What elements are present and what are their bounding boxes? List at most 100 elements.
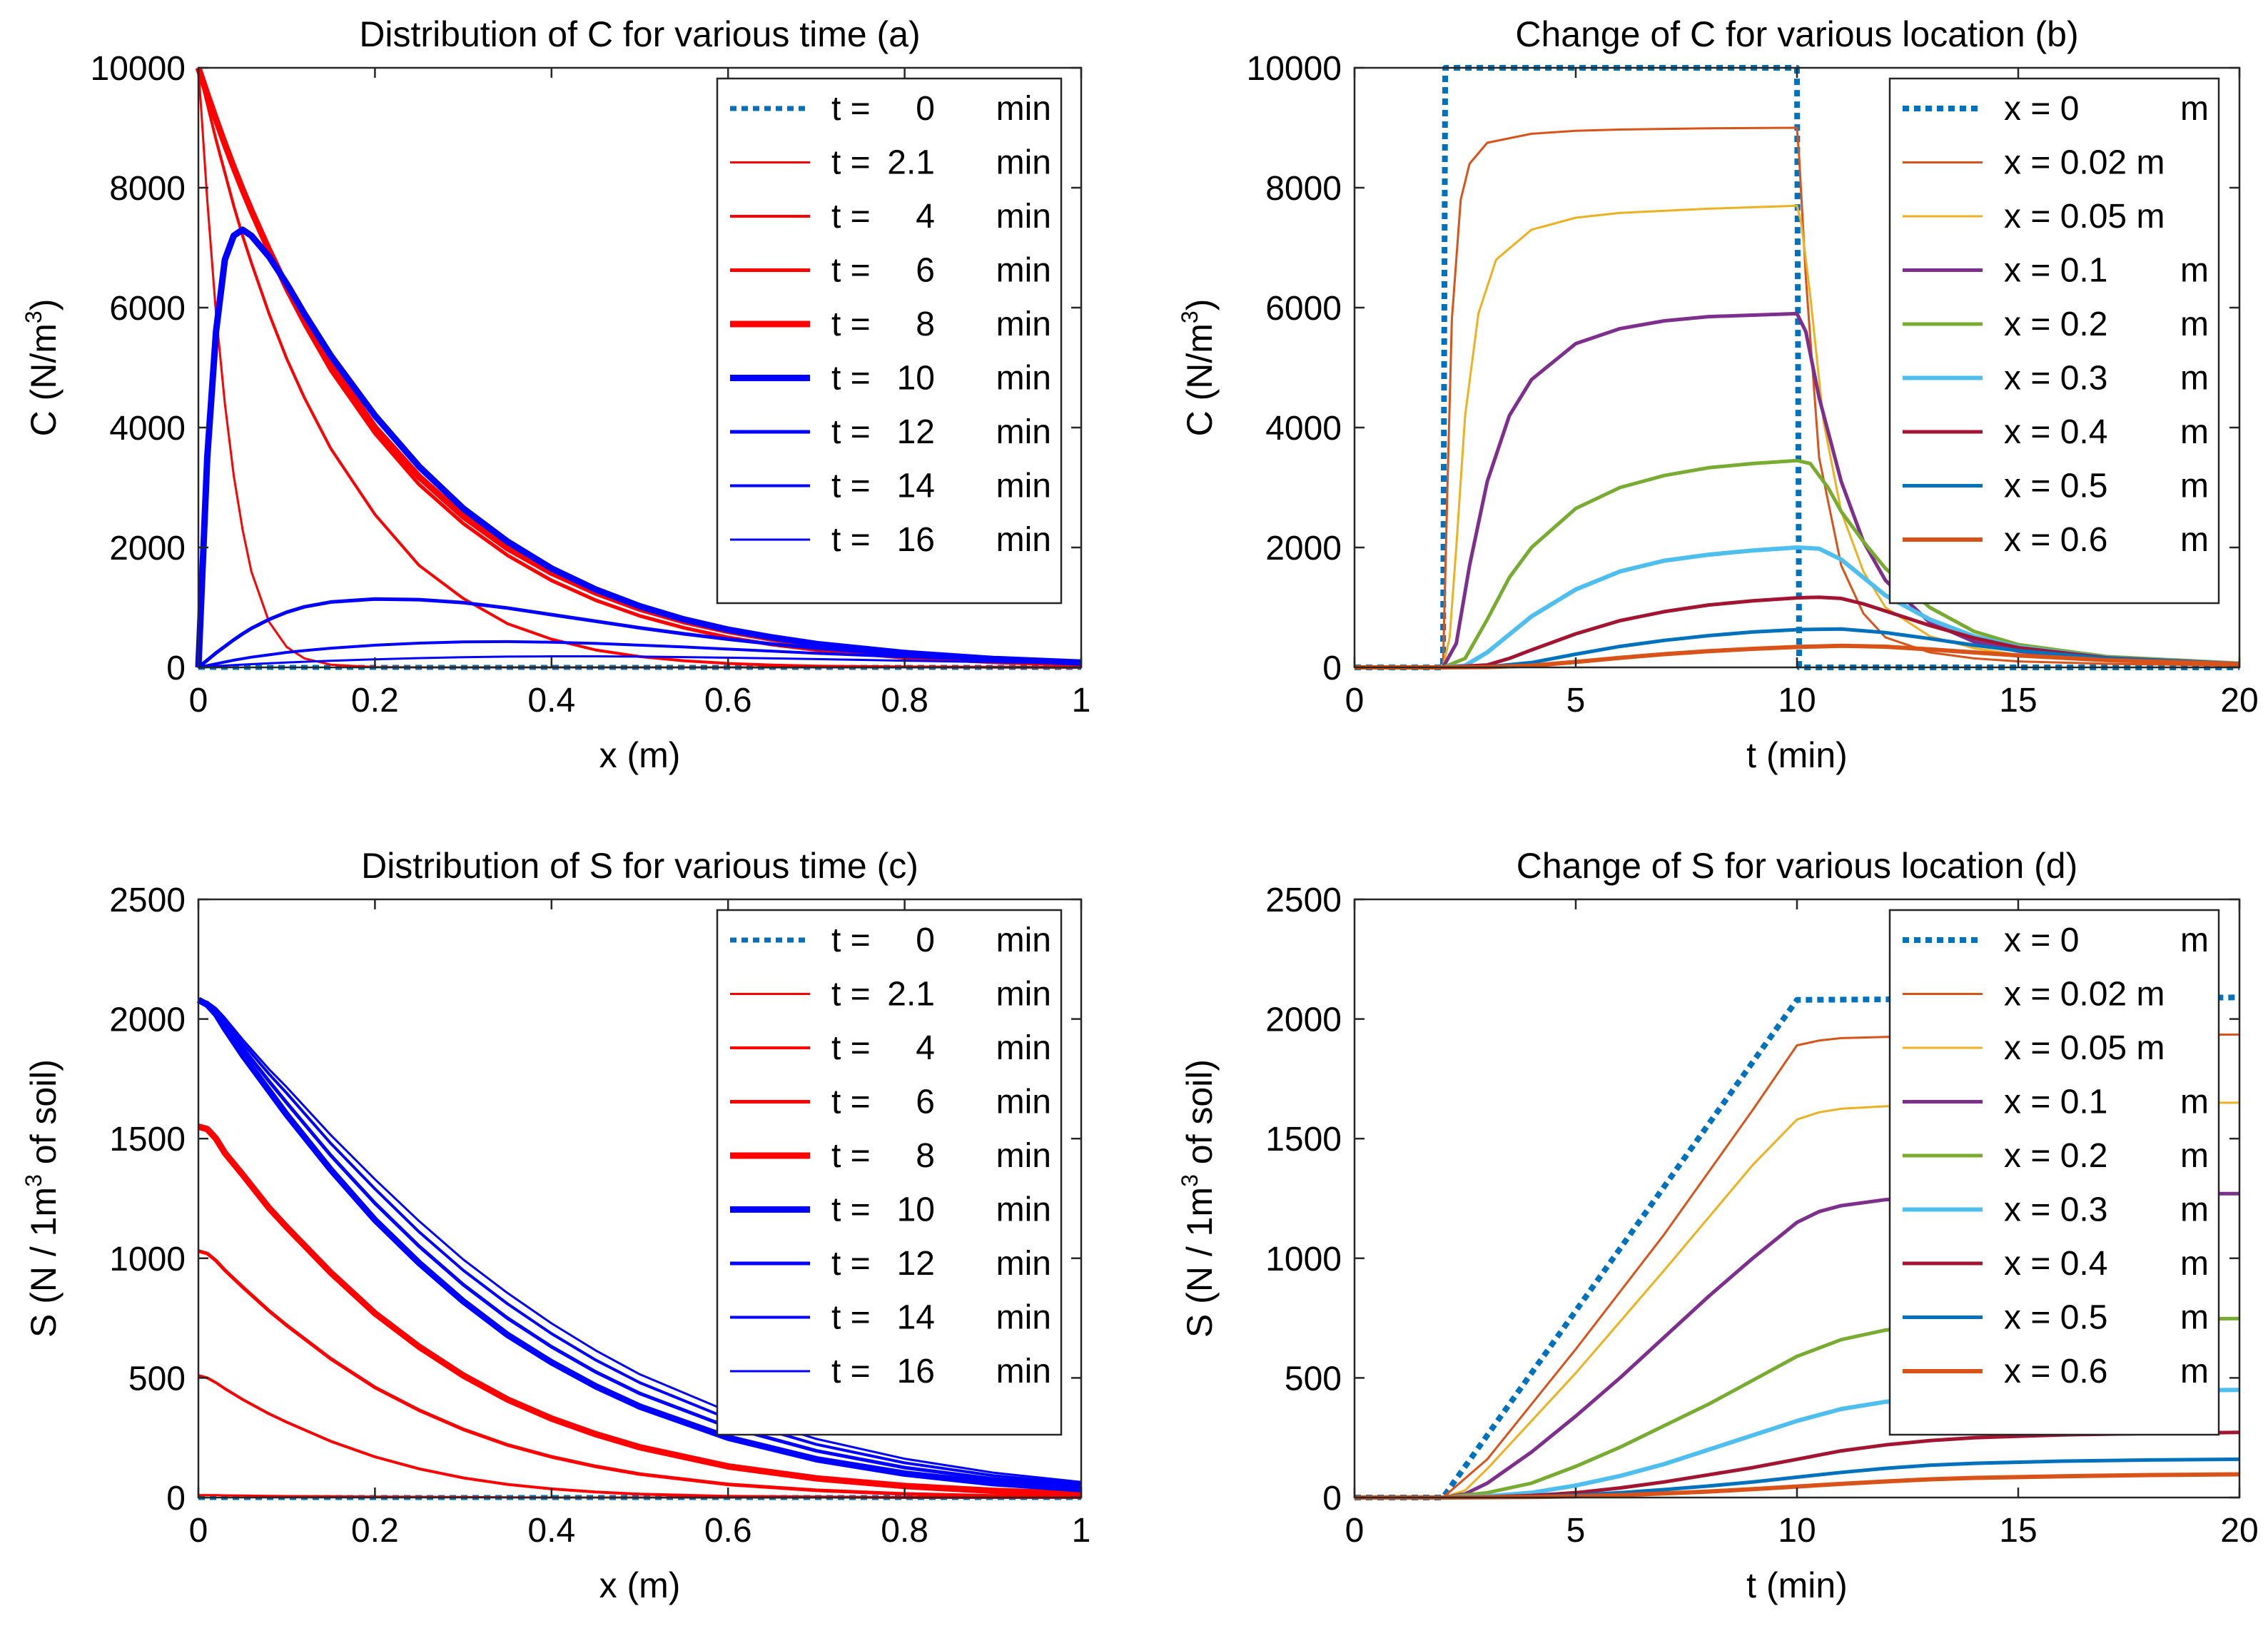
legend: t = 0 min t = 2.1 min t = 4 min t = 6 min t = 8 min t =… [716, 77, 1063, 605]
series-line-6 [197, 597, 1082, 669]
y-tick-label: 6000 [1265, 290, 1342, 328]
legend-entry-4: x = 0.2 m [2004, 1137, 2209, 1175]
legend: x = 0 m x = 0.02 m x = 0.05 m x = 0.1 m x = 0.… [1888, 909, 2220, 1436]
legend-entry-6: x = 0.4 m [2004, 413, 2209, 451]
series-line-2 [197, 67, 1082, 669]
y-tick-label: 2000 [109, 530, 186, 567]
y-tick-label: 8000 [1265, 170, 1342, 208]
series-line-6 [198, 998, 1082, 1488]
x-tick-label: 1 [1072, 682, 1091, 719]
x-tick-label: 0.2 [351, 682, 399, 719]
axes-box [197, 898, 1083, 1499]
x-tick-label: 15 [1999, 682, 2037, 719]
y-tick-label: 10000 [91, 50, 186, 88]
legend: x = 0 m x = 0.02 m x = 0.05 m x = 0.1 m x = 0.… [1888, 77, 2220, 605]
y-tick-label: 2000 [1265, 1001, 1342, 1039]
series-line-4 [1355, 458, 2240, 670]
legend-entry-1: t = 2.1 min [831, 144, 1051, 182]
y-axis-label: C (N/m3) [1177, 299, 1220, 437]
x-tick-label: 0 [189, 1512, 208, 1550]
panel-d: 0 5 10 15 20 0 500 1000 1500 2000 2500 Change of S … [1177, 846, 2259, 1605]
series-group [195, 66, 1082, 670]
legend-entry-8: t = 16 min [831, 1353, 1051, 1390]
legend-entry-5: x = 0.3 m [2004, 360, 2209, 398]
legend-entry-3: t = 6 min [831, 252, 1051, 290]
x-tick-label: 0.2 [351, 1512, 399, 1550]
legend-entry-1: x = 0.02 m [2004, 144, 2165, 182]
x-tick-label: 1 [1072, 1512, 1091, 1550]
y-tick-label: 0 [1322, 650, 1342, 687]
legend-box [1888, 909, 2220, 1436]
x-tick-label: 0 [1345, 1512, 1365, 1550]
legend-entry-0: t = 0 min [831, 90, 1051, 128]
x-tick-label: 20 [2220, 1512, 2258, 1550]
y-tick-label: 0 [1322, 1480, 1342, 1518]
y-axis-label: S (N / 1m3 of soil) [21, 1059, 64, 1338]
x-tick-label: 10 [1778, 1512, 1816, 1550]
y-tick-label: 1000 [109, 1241, 186, 1278]
legend-entry-5: t = 10 min [831, 360, 1051, 398]
legend-box [716, 77, 1063, 605]
x-tick-label: 0.4 [527, 682, 575, 719]
panel-c: 0 0.2 0.4 0.6 0.8 1 0 500 1000 1500 2000 2500 Distri… [21, 846, 1090, 1605]
y-tick-label: 2500 [1265, 882, 1342, 919]
y-tick-label: 2000 [109, 1001, 186, 1039]
axes-box [197, 66, 1083, 669]
y-tick-label: 1500 [1265, 1121, 1342, 1158]
y-axis-label: S (N / 1m3 of soil) [1177, 1059, 1220, 1338]
legend-entry-5: t = 10 min [831, 1191, 1051, 1229]
legend-entry-1: x = 0.02 m [2004, 976, 2165, 1014]
legend-entry-2: x = 0.05 m [2004, 198, 2165, 236]
legend-entry-3: t = 6 min [831, 1084, 1051, 1121]
x-tick-label: 0.6 [704, 682, 752, 719]
x-tick-label: 0 [189, 682, 208, 719]
y-tick-label: 0 [166, 650, 186, 687]
legend-entry-7: t = 14 min [831, 468, 1051, 505]
legend-entry-0: t = 0 min [831, 921, 1051, 959]
legend-entry-8: t = 16 min [831, 521, 1051, 559]
series-line-0 [1355, 994, 2240, 1500]
y-tick-label: 500 [1285, 1360, 1342, 1398]
x-axis-label: t (min) [1746, 735, 1848, 775]
legend-entry-4: t = 8 min [831, 305, 1051, 343]
legend-entry-7: x = 0.5 m [2004, 1299, 2209, 1337]
y-tick-label: 2500 [109, 882, 186, 919]
x-tick-label: 5 [1566, 1512, 1586, 1550]
legend-entry-3: x = 0.1 m [2004, 1084, 2209, 1121]
series-line-5 [1355, 545, 2240, 670]
y-tick-label: 8000 [109, 170, 186, 208]
series-line-5 [195, 226, 1082, 668]
chart-title: Distribution of S for various time (c) [361, 846, 918, 886]
x-tick-label: 0.8 [881, 1512, 928, 1550]
legend-entry-4: x = 0.2 m [2004, 305, 2209, 343]
x-tick-label: 0.6 [704, 1512, 752, 1550]
x-tick-label: 15 [1999, 1512, 2037, 1550]
panel-a: 0 0.2 0.4 0.6 0.8 1 0 2000 4000 6000 8000 10000 Dist… [21, 14, 1090, 775]
legend-entry-4: t = 8 min [831, 1137, 1051, 1175]
x-tick-label: 0 [1345, 682, 1365, 719]
legend-entry-1: t = 2.1 min [831, 976, 1051, 1014]
legend-entry-3: x = 0.1 m [2004, 252, 2209, 290]
y-tick-label: 4000 [1265, 410, 1342, 448]
series-line-6 [1355, 595, 2240, 670]
legend-box [1888, 77, 2220, 605]
legend-entry-2: t = 4 min [831, 1029, 1051, 1067]
series-line-8 [1355, 643, 2240, 670]
series-line-3 [198, 1249, 1082, 1499]
series-line-1 [1355, 126, 2240, 669]
legend-entry-8: x = 0.6 m [2004, 1353, 2209, 1390]
chart-title: Change of C for various location (b) [1515, 14, 2078, 54]
y-tick-label: 500 [128, 1360, 186, 1398]
chart-title: Change of S for various location (d) [1517, 846, 2078, 886]
legend-entry-7: x = 0.5 m [2004, 468, 2209, 505]
legend-entry-6: t = 12 min [831, 413, 1051, 451]
x-tick-label: 0.4 [527, 1512, 575, 1550]
x-axis-label: t (min) [1746, 1565, 1848, 1605]
x-axis-label: x (m) [599, 735, 681, 775]
series-line-4 [197, 1123, 1082, 1498]
legend-entry-5: x = 0.3 m [2004, 1191, 2209, 1229]
legend-entry-8: x = 0.6 m [2004, 521, 2209, 559]
